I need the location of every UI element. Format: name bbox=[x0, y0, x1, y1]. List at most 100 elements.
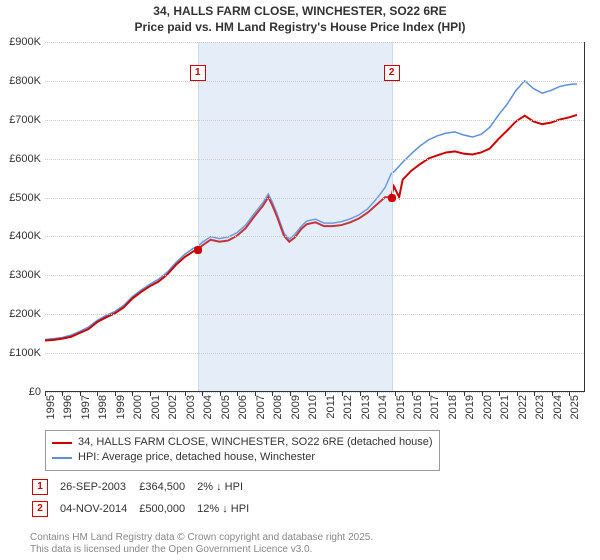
x-tick-label: 1998 bbox=[97, 395, 109, 419]
title-line-2: Price paid vs. HM Land Registry's House … bbox=[0, 20, 600, 36]
x-tick-mark bbox=[167, 392, 168, 396]
y-gridline bbox=[45, 392, 584, 393]
sale-boundary-line bbox=[198, 42, 199, 391]
x-tick-mark bbox=[80, 392, 81, 396]
sale-pct: 2% HPI bbox=[197, 477, 259, 497]
sale-boundary-line bbox=[392, 42, 393, 391]
x-tick-label: 2019 bbox=[464, 395, 476, 419]
y-tick-label: £700K bbox=[9, 114, 41, 126]
table-row: 204-NOV-2014£500,00012% HPI bbox=[32, 499, 259, 519]
x-tick-mark bbox=[202, 392, 203, 396]
y-gridline bbox=[45, 159, 584, 160]
x-tick-label: 1997 bbox=[80, 395, 92, 419]
x-tick-label: 2012 bbox=[342, 395, 354, 419]
chart-title: 34, HALLS FARM CLOSE, WINCHESTER, SO22 6… bbox=[0, 0, 600, 35]
x-tick-mark bbox=[45, 392, 46, 396]
x-tick-label: 2001 bbox=[150, 395, 162, 419]
sale-price: £364,500 bbox=[139, 477, 195, 497]
x-tick-mark bbox=[325, 392, 326, 396]
x-tick-label: 2025 bbox=[569, 395, 581, 419]
x-tick-label: 1996 bbox=[62, 395, 74, 419]
x-tick-label: 2014 bbox=[377, 395, 389, 419]
x-tick-label: 2006 bbox=[237, 395, 249, 419]
y-gridline bbox=[45, 81, 584, 82]
x-tick-label: 2010 bbox=[307, 395, 319, 419]
x-tick-label: 2000 bbox=[132, 395, 144, 419]
arrow-down-icon bbox=[222, 503, 228, 515]
y-gridline bbox=[45, 120, 584, 121]
x-tick-mark bbox=[482, 392, 483, 396]
x-tick-label: 1995 bbox=[45, 395, 57, 419]
ownership-band bbox=[198, 42, 392, 391]
x-tick-mark bbox=[534, 392, 535, 396]
legend-row: HPI: Average price, detached house, Winc… bbox=[52, 450, 433, 465]
x-tick-label: 2003 bbox=[185, 395, 197, 419]
x-tick-label: 2009 bbox=[290, 395, 302, 419]
x-tick-label: 2017 bbox=[429, 395, 441, 419]
legend-label: 34, HALLS FARM CLOSE, WINCHESTER, SO22 6… bbox=[78, 435, 433, 450]
x-tick-mark bbox=[464, 392, 465, 396]
y-gridline bbox=[45, 275, 584, 276]
x-tick-mark bbox=[272, 392, 273, 396]
x-tick-label: 2015 bbox=[395, 395, 407, 419]
x-tick-mark bbox=[429, 392, 430, 396]
legend-row: 34, HALLS FARM CLOSE, WINCHESTER, SO22 6… bbox=[52, 435, 433, 450]
sale-price: £500,000 bbox=[139, 499, 195, 519]
x-tick-mark bbox=[150, 392, 151, 396]
y-gridline bbox=[45, 314, 584, 315]
x-tick-mark bbox=[517, 392, 518, 396]
sale-date: 26-SEP-2003 bbox=[60, 477, 137, 497]
x-tick-mark bbox=[97, 392, 98, 396]
sales-table: 126-SEP-2003£364,5002% HPI204-NOV-2014£5… bbox=[30, 475, 261, 521]
sale-marker-box: 2 bbox=[384, 65, 400, 81]
y-tick-label: £500K bbox=[9, 192, 41, 204]
legend-swatch bbox=[52, 457, 72, 459]
figure: 34, HALLS FARM CLOSE, WINCHESTER, SO22 6… bbox=[0, 0, 600, 560]
x-tick-mark bbox=[132, 392, 133, 396]
chart-plot-area: £0£100K£200K£300K£400K£500K£600K£700K£80… bbox=[45, 42, 585, 392]
sale-pct: 12% HPI bbox=[197, 499, 259, 519]
legend: 34, HALLS FARM CLOSE, WINCHESTER, SO22 6… bbox=[45, 430, 440, 471]
y-tick-label: £900K bbox=[9, 36, 41, 48]
attribution-footer: Contains HM Land Registry data © Crown c… bbox=[30, 532, 373, 556]
x-tick-mark bbox=[62, 392, 63, 396]
sale-marker-box: 1 bbox=[190, 65, 206, 81]
x-tick-mark bbox=[412, 392, 413, 396]
arrow-down-icon bbox=[216, 481, 222, 493]
x-tick-label: 2007 bbox=[255, 395, 267, 419]
x-tick-label: 2020 bbox=[482, 395, 494, 419]
x-tick-mark bbox=[569, 392, 570, 396]
y-tick-label: £300K bbox=[9, 269, 41, 281]
x-tick-label: 2002 bbox=[167, 395, 179, 419]
x-tick-label: 2018 bbox=[447, 395, 459, 419]
x-tick-mark bbox=[552, 392, 553, 396]
x-tick-label: 2021 bbox=[499, 395, 511, 419]
x-tick-mark bbox=[255, 392, 256, 396]
x-tick-mark bbox=[342, 392, 343, 396]
sale-marker-dot bbox=[388, 194, 396, 202]
table-row: 126-SEP-2003£364,5002% HPI bbox=[32, 477, 259, 497]
y-tick-label: £800K bbox=[9, 75, 41, 87]
y-tick-label: £400K bbox=[9, 230, 41, 242]
x-tick-label: 2016 bbox=[412, 395, 424, 419]
y-gridline bbox=[45, 353, 584, 354]
x-tick-mark bbox=[290, 392, 291, 396]
x-tick-label: 2013 bbox=[360, 395, 372, 419]
y-tick-label: £200K bbox=[9, 308, 41, 320]
x-tick-label: 2023 bbox=[534, 395, 546, 419]
y-gridline bbox=[45, 42, 584, 43]
x-tick-mark bbox=[307, 392, 308, 396]
x-tick-label: 1999 bbox=[115, 395, 127, 419]
footer-line-1: Contains HM Land Registry data © Crown c… bbox=[30, 532, 373, 544]
x-tick-mark bbox=[220, 392, 221, 396]
x-tick-mark bbox=[185, 392, 186, 396]
x-tick-label: 2011 bbox=[325, 395, 337, 419]
x-tick-label: 2024 bbox=[552, 395, 564, 419]
legend-label: HPI: Average price, detached house, Winc… bbox=[78, 450, 315, 465]
x-tick-mark bbox=[237, 392, 238, 396]
x-tick-mark bbox=[115, 392, 116, 396]
x-tick-label: 2004 bbox=[202, 395, 214, 419]
sale-date: 04-NOV-2014 bbox=[60, 499, 137, 519]
title-line-1: 34, HALLS FARM CLOSE, WINCHESTER, SO22 6… bbox=[0, 4, 600, 20]
y-tick-label: £600K bbox=[9, 153, 41, 165]
